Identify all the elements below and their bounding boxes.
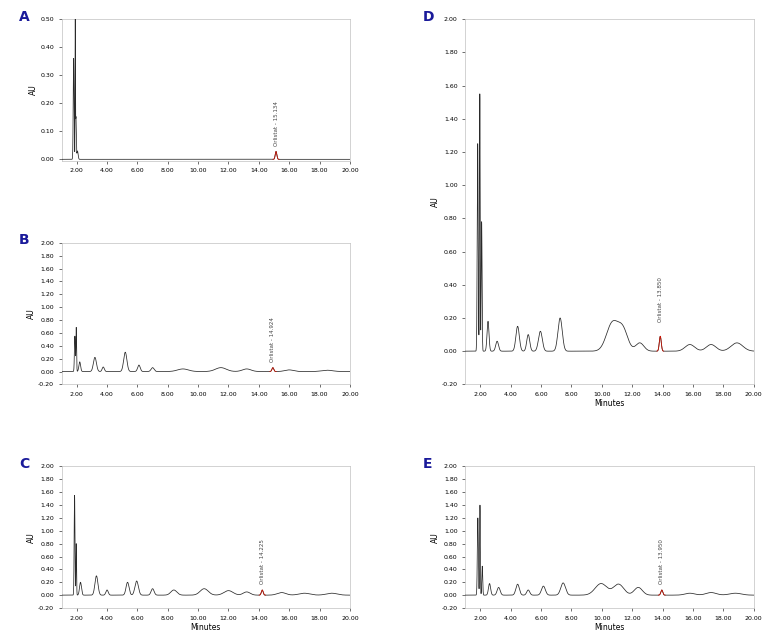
X-axis label: Minutes: Minutes — [594, 623, 624, 632]
Text: Orlistat - 14.225: Orlistat - 14.225 — [260, 540, 265, 584]
Text: Orlistat - 14.924: Orlistat - 14.924 — [271, 317, 275, 362]
Y-axis label: AU: AU — [27, 308, 36, 319]
Y-axis label: AU: AU — [431, 532, 440, 543]
Text: B: B — [19, 233, 30, 247]
Text: Orlistat - 15.134: Orlistat - 15.134 — [274, 101, 278, 146]
Text: Orlistat - 13.850: Orlistat - 13.850 — [657, 276, 663, 322]
Text: A: A — [19, 10, 30, 24]
Text: Orlistat - 13.950: Orlistat - 13.950 — [659, 540, 664, 584]
Y-axis label: AU: AU — [431, 196, 440, 207]
Y-axis label: AU: AU — [29, 84, 38, 95]
Text: D: D — [423, 10, 434, 24]
X-axis label: Minutes: Minutes — [594, 399, 624, 408]
Text: C: C — [19, 457, 29, 471]
Text: E: E — [423, 457, 432, 471]
Y-axis label: AU: AU — [27, 532, 36, 543]
X-axis label: Minutes: Minutes — [191, 623, 221, 632]
